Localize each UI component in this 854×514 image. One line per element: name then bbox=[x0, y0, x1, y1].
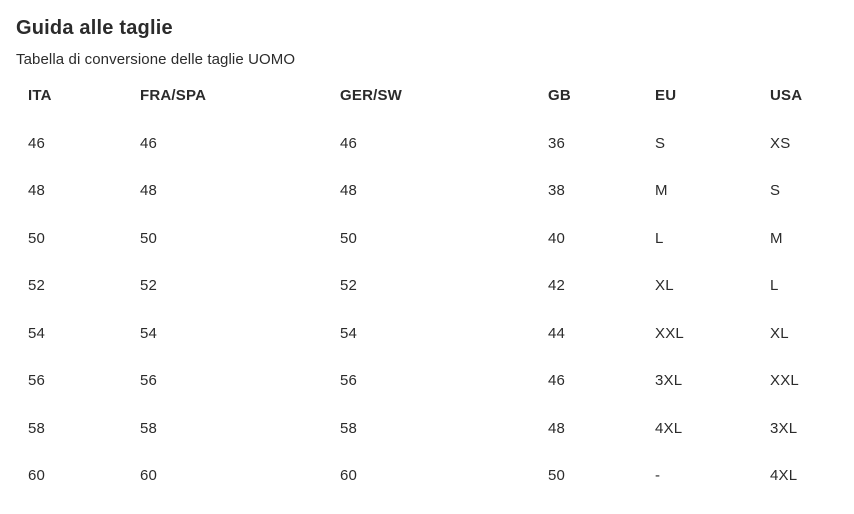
table-cell: 38 bbox=[548, 182, 566, 200]
table-cell: XXL bbox=[770, 372, 799, 390]
table-cell: 46 bbox=[340, 134, 358, 152]
table-row: 58 58 58 48 4XL 3XL bbox=[28, 405, 854, 453]
table-cell: - bbox=[655, 467, 661, 485]
table-cell: 56 bbox=[340, 372, 358, 390]
table-header-row: ITA FRA/SPA GER/SW GB EU USA bbox=[28, 72, 854, 120]
table-row: 56 56 56 46 3XL XXL bbox=[28, 357, 854, 405]
size-conversion-table: ITA FRA/SPA GER/SW GB EU USA 46 46 46 36 S XS 48 48 4… bbox=[0, 72, 854, 500]
table-cell: S bbox=[655, 134, 666, 152]
column-header: GB bbox=[548, 87, 571, 105]
table-cell: 36 bbox=[548, 134, 566, 152]
table-cell: 4XL bbox=[655, 419, 683, 437]
table-cell: 52 bbox=[28, 277, 46, 295]
table-cell: 50 bbox=[140, 229, 158, 247]
table-cell: 58 bbox=[28, 419, 46, 437]
table-cell: 46 bbox=[548, 372, 566, 390]
table-cell: 56 bbox=[140, 372, 158, 390]
table-cell: 48 bbox=[28, 182, 46, 200]
table-cell: 52 bbox=[340, 277, 358, 295]
table-cell: 50 bbox=[548, 467, 566, 485]
table-cell: 58 bbox=[140, 419, 158, 437]
table-cell: 46 bbox=[140, 134, 158, 152]
table-row: 50 50 50 40 L M bbox=[28, 215, 854, 263]
table-cell: L bbox=[770, 277, 779, 295]
table-cell: 46 bbox=[28, 134, 46, 152]
table-cell: 50 bbox=[28, 229, 46, 247]
table-cell: 44 bbox=[548, 324, 566, 342]
table-cell: S bbox=[770, 182, 781, 200]
table-cell: 54 bbox=[140, 324, 158, 342]
table-cell: 48 bbox=[140, 182, 158, 200]
column-header: GER/SW bbox=[340, 87, 403, 105]
table-body: 46 46 46 36 S XS 48 48 48 38 M S 50 50 50 40 L M 52 52 52 42 X… bbox=[28, 120, 854, 500]
table-cell: 54 bbox=[340, 324, 358, 342]
column-header: EU bbox=[655, 87, 677, 105]
table-cell: 56 bbox=[28, 372, 46, 390]
table-cell: 42 bbox=[548, 277, 566, 295]
table-cell: XXL bbox=[655, 324, 684, 342]
table-cell: 60 bbox=[340, 467, 358, 485]
column-header: USA bbox=[770, 87, 803, 105]
table-cell: M bbox=[655, 182, 668, 200]
table-cell: 3XL bbox=[770, 419, 798, 437]
table-cell: 40 bbox=[548, 229, 566, 247]
table-cell: 58 bbox=[340, 419, 358, 437]
table-row: 46 46 46 36 S XS bbox=[28, 120, 854, 168]
table-row: 60 60 60 50 - 4XL bbox=[28, 452, 854, 500]
table-cell: 60 bbox=[140, 467, 158, 485]
table-cell: XL bbox=[655, 277, 674, 295]
table-cell: 60 bbox=[28, 467, 46, 485]
table-cell: XL bbox=[770, 324, 789, 342]
table-row: 52 52 52 42 XL L bbox=[28, 262, 854, 310]
table-row: 54 54 54 44 XXL XL bbox=[28, 310, 854, 358]
table-cell: XS bbox=[770, 134, 791, 152]
column-header: FRA/SPA bbox=[140, 87, 207, 105]
page-title: Guida alle taglie bbox=[16, 17, 173, 39]
table-cell: L bbox=[655, 229, 664, 247]
table-cell: M bbox=[770, 229, 783, 247]
page-subtitle: Tabella di conversione delle taglie UOMO bbox=[16, 51, 296, 68]
table-cell: 48 bbox=[548, 419, 566, 437]
table-cell: 54 bbox=[28, 324, 46, 342]
table-cell: 48 bbox=[340, 182, 358, 200]
column-header: ITA bbox=[28, 87, 52, 105]
table-cell: 52 bbox=[140, 277, 158, 295]
table-row: 48 48 48 38 M S bbox=[28, 167, 854, 215]
table-cell: 50 bbox=[340, 229, 358, 247]
table-cell: 4XL bbox=[770, 467, 798, 485]
table-cell: 3XL bbox=[655, 372, 683, 390]
